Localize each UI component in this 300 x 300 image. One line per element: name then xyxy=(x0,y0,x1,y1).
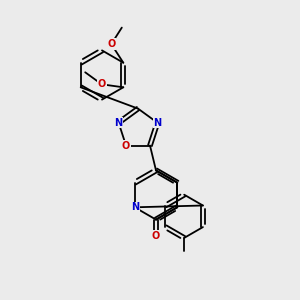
Text: N: N xyxy=(153,118,161,128)
Text: O: O xyxy=(98,79,106,89)
Text: O: O xyxy=(107,39,116,49)
Text: N: N xyxy=(115,118,123,128)
Text: O: O xyxy=(122,140,130,151)
Text: N: N xyxy=(130,202,139,212)
Text: O: O xyxy=(152,231,160,241)
